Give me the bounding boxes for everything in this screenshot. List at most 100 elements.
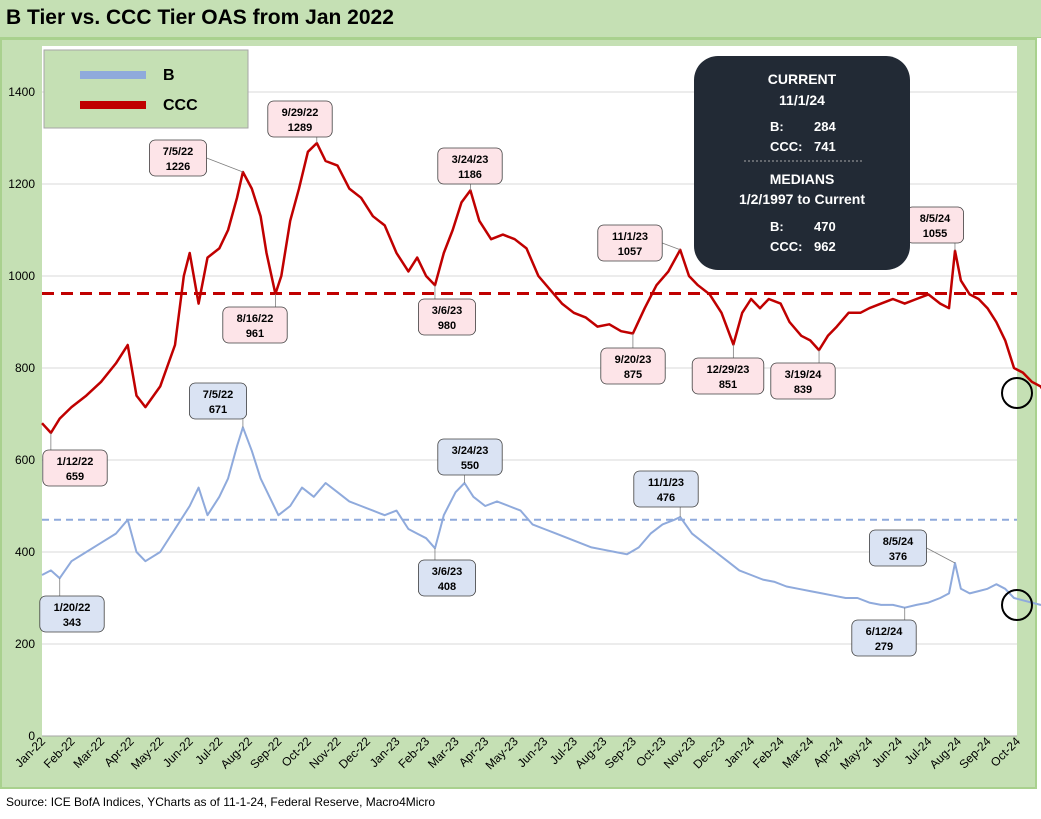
annotation-value: 476 [657, 492, 675, 504]
annotation-box [691, 357, 765, 395]
annotation-leaders [50, 137, 956, 620]
annotation-ccc: 8/16/22 961 [222, 306, 288, 344]
median-b-label: B: [770, 219, 784, 234]
x-tick-label: Sep-24 [956, 734, 993, 771]
b-current-circle [1001, 589, 1033, 621]
x-tick-label: Aug-23 [572, 734, 609, 771]
x-tick-label: Mar-24 [780, 734, 817, 771]
annotation-date: 11/1/23 [648, 477, 684, 489]
annotation-box [417, 559, 476, 597]
annotation-value: 343 [63, 617, 81, 629]
annotation-date: 9/20/23 [615, 354, 652, 366]
annotation-date: 8/5/24 [920, 213, 951, 225]
x-tick-label: Feb-24 [750, 734, 787, 771]
x-tick-label: Aug-22 [218, 734, 255, 771]
annotation-date: 11/1/23 [612, 231, 648, 243]
annotation-ccc: 9/29/22 1289 [267, 100, 333, 138]
annotation-ccc: 3/24/23 1186 [437, 147, 503, 185]
annotation-ccc: 3/19/24 839 [770, 362, 836, 400]
x-tick-label: Jan-23 [367, 734, 403, 770]
annotation-date: 7/5/22 [203, 389, 234, 401]
median-lines [42, 291, 1017, 521]
x-tick-label: Aug-24 [927, 734, 964, 771]
x-tick-label: Feb-22 [41, 734, 78, 771]
annotation-date: 12/29/23 [707, 364, 750, 376]
y-tick-label: 400 [15, 545, 35, 559]
annotation-box [437, 438, 503, 476]
annotation-value: 408 [438, 581, 456, 593]
current-title: CURRENT [768, 71, 837, 87]
annotation-date: 1/20/22 [54, 602, 91, 614]
x-tick-label: Oct-24 [988, 734, 1024, 770]
annotation-b: 7/5/22 671 [188, 382, 247, 420]
legend-box [43, 49, 249, 129]
annotation-b: 11/1/23 476 [633, 470, 699, 508]
x-tick-label: May-24 [837, 734, 875, 772]
x-tick-label: Jun-22 [160, 734, 196, 770]
annotation-box [148, 139, 207, 177]
current-ccc-label: CCC: [770, 139, 803, 154]
annotation-value: 980 [438, 320, 456, 332]
annotation-date: 9/29/22 [282, 107, 319, 119]
annotation-b: 8/5/24 376 [869, 529, 928, 567]
annotation-value: 961 [246, 328, 264, 340]
title-bar: B Tier vs. CCC Tier OAS from Jan 2022 [0, 0, 1041, 38]
source-note: Source: ICE BofA Indices, YCharts as of … [6, 795, 436, 809]
annotation-date: 3/6/23 [432, 305, 463, 317]
annotation-date: 8/16/22 [237, 313, 274, 325]
series-lines [41, 141, 1041, 609]
annotation-value: 839 [794, 384, 812, 396]
y-tick-label: 200 [15, 637, 35, 651]
annotation-date: 8/5/24 [883, 536, 914, 548]
x-tick-label: Mar-23 [425, 734, 462, 771]
current-b-label: B: [770, 119, 784, 134]
x-tick-label: Sep-22 [247, 734, 284, 771]
annotation-value: 875 [624, 369, 642, 381]
annotation-b: 3/24/23 550 [437, 438, 503, 476]
chart-title: B Tier vs. CCC Tier OAS from Jan 2022 [6, 6, 394, 29]
x-tick-label: Mar-22 [70, 734, 107, 771]
b-series-line [41, 426, 1041, 609]
x-tick-label: Sep-23 [602, 734, 639, 771]
annotation-date: 3/24/23 [452, 154, 489, 166]
y-tick-label: 0 [28, 729, 35, 743]
annotation-value: 1186 [458, 169, 482, 181]
annotation-ccc: 12/29/23 851 [691, 357, 765, 395]
annotation-date: 3/19/24 [785, 369, 823, 381]
annotation-box [39, 595, 105, 633]
annotation-value: 671 [209, 404, 227, 416]
annotation-ccc: 8/5/24 1055 [906, 206, 965, 244]
ccc-current-circle [1001, 377, 1033, 409]
median-ccc-label: CCC: [770, 239, 803, 254]
annotation-ccc: 7/5/22 1226 [148, 139, 207, 177]
annotation-value: 659 [66, 471, 84, 483]
median-b-value: 470 [814, 219, 836, 234]
annotation-value: 1055 [923, 228, 947, 240]
annotation-leader [662, 242, 681, 251]
annotation-date: 3/24/23 [452, 445, 489, 457]
x-tick-label: Jun-23 [515, 734, 551, 770]
current-date: 11/1/24 [779, 92, 825, 108]
annotation-value: 1226 [166, 161, 190, 173]
annotation-date: 7/5/22 [163, 146, 194, 158]
x-tick-label: Dec-23 [690, 734, 727, 771]
info-box: CURRENT 11/1/24 B: 284 CCC: 741 MEDIANS … [694, 56, 910, 270]
annotation-box [600, 347, 666, 385]
annotation-box [597, 224, 663, 262]
x-tick-label: May-23 [483, 734, 521, 772]
y-tick-label: 1000 [8, 269, 35, 283]
annotation-ccc: 1/12/22 659 [42, 449, 108, 487]
y-tick-label: 1200 [8, 177, 35, 191]
annotation-box [869, 529, 928, 567]
annotation-box [417, 298, 476, 336]
annotation-value: 376 [889, 551, 907, 563]
x-tick-label: Feb-23 [395, 734, 432, 771]
x-tick-label: Nov-22 [306, 734, 343, 771]
x-tick-label: Jan-24 [721, 734, 757, 770]
annotation-box [188, 382, 247, 420]
medians-range: 1/2/1997 to Current [739, 191, 865, 207]
annotation-value: 550 [461, 460, 479, 472]
annotation-value: 1057 [618, 246, 642, 258]
medians-title: MEDIANS [770, 171, 835, 187]
